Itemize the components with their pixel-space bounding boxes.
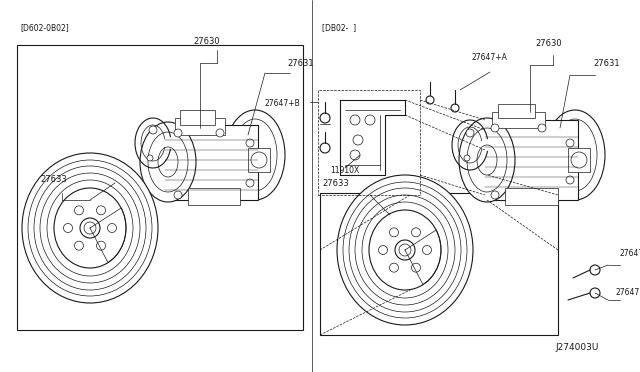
Ellipse shape <box>174 191 182 199</box>
Ellipse shape <box>54 188 126 268</box>
Bar <box>17 45 303 330</box>
Text: 11910X: 11910X <box>330 166 359 175</box>
Ellipse shape <box>369 210 441 290</box>
Ellipse shape <box>412 263 420 272</box>
Ellipse shape <box>491 124 499 132</box>
Ellipse shape <box>422 246 431 254</box>
Ellipse shape <box>251 152 267 168</box>
Ellipse shape <box>467 128 507 192</box>
Bar <box>165 125 258 200</box>
Ellipse shape <box>337 175 473 325</box>
Ellipse shape <box>108 224 116 232</box>
Ellipse shape <box>233 119 277 191</box>
Ellipse shape <box>477 145 497 175</box>
Text: 27631: 27631 <box>287 59 314 68</box>
Text: 27647+C: 27647+C <box>615 288 640 297</box>
Ellipse shape <box>378 246 387 254</box>
Ellipse shape <box>355 195 455 305</box>
Ellipse shape <box>97 241 106 250</box>
Text: 27633: 27633 <box>322 179 349 188</box>
Ellipse shape <box>174 129 182 137</box>
Ellipse shape <box>390 263 399 272</box>
Ellipse shape <box>362 202 448 298</box>
Ellipse shape <box>350 115 360 125</box>
Ellipse shape <box>34 166 146 290</box>
Ellipse shape <box>148 132 188 192</box>
Ellipse shape <box>225 110 285 200</box>
Text: 27630: 27630 <box>535 39 562 48</box>
Ellipse shape <box>47 180 133 276</box>
Ellipse shape <box>459 118 515 202</box>
Ellipse shape <box>147 155 153 161</box>
Ellipse shape <box>22 153 158 303</box>
Ellipse shape <box>538 124 546 132</box>
Ellipse shape <box>320 113 330 123</box>
Text: J274003U: J274003U <box>555 343 598 352</box>
Text: 27647+A: 27647+A <box>472 53 508 62</box>
Ellipse shape <box>84 222 96 234</box>
Ellipse shape <box>464 155 470 161</box>
Ellipse shape <box>74 241 83 250</box>
Ellipse shape <box>140 122 196 202</box>
Ellipse shape <box>566 139 574 147</box>
Bar <box>498 104 535 118</box>
Bar <box>505 188 558 205</box>
Bar <box>320 193 558 335</box>
Text: 27631: 27631 <box>593 59 620 68</box>
Ellipse shape <box>590 265 600 275</box>
Ellipse shape <box>343 182 467 318</box>
Bar <box>568 148 590 172</box>
Ellipse shape <box>451 104 459 112</box>
Ellipse shape <box>63 224 72 232</box>
Ellipse shape <box>216 191 224 199</box>
Ellipse shape <box>246 179 254 187</box>
Ellipse shape <box>538 191 546 199</box>
Ellipse shape <box>571 152 587 168</box>
Ellipse shape <box>365 115 375 125</box>
Ellipse shape <box>28 160 152 296</box>
Text: 27647+B: 27647+B <box>264 99 300 108</box>
Ellipse shape <box>395 240 415 260</box>
Ellipse shape <box>390 228 399 237</box>
Text: 27630: 27630 <box>193 37 220 46</box>
Bar <box>180 110 215 125</box>
Ellipse shape <box>466 129 474 137</box>
Ellipse shape <box>350 150 360 160</box>
Bar <box>485 120 578 200</box>
Ellipse shape <box>40 173 140 283</box>
Text: 27633: 27633 <box>40 175 67 184</box>
Ellipse shape <box>426 96 434 104</box>
Ellipse shape <box>80 218 100 238</box>
Ellipse shape <box>412 228 420 237</box>
Ellipse shape <box>553 119 597 191</box>
Ellipse shape <box>216 129 224 137</box>
Ellipse shape <box>590 288 600 298</box>
Text: [D602-0B02]: [D602-0B02] <box>20 23 68 32</box>
Text: [DB02-  ]: [DB02- ] <box>322 23 356 32</box>
Ellipse shape <box>246 139 254 147</box>
Bar <box>188 188 240 205</box>
Bar <box>318 90 420 195</box>
Ellipse shape <box>353 135 363 145</box>
Ellipse shape <box>349 188 461 312</box>
Bar <box>248 148 270 172</box>
Ellipse shape <box>149 126 157 134</box>
Ellipse shape <box>320 143 330 153</box>
Ellipse shape <box>545 110 605 200</box>
Text: 27647: 27647 <box>620 249 640 258</box>
Bar <box>175 118 225 135</box>
Ellipse shape <box>97 206 106 215</box>
Ellipse shape <box>158 147 178 177</box>
Ellipse shape <box>399 244 411 256</box>
Bar <box>492 112 545 128</box>
Ellipse shape <box>74 206 83 215</box>
Ellipse shape <box>566 176 574 184</box>
Ellipse shape <box>491 191 499 199</box>
